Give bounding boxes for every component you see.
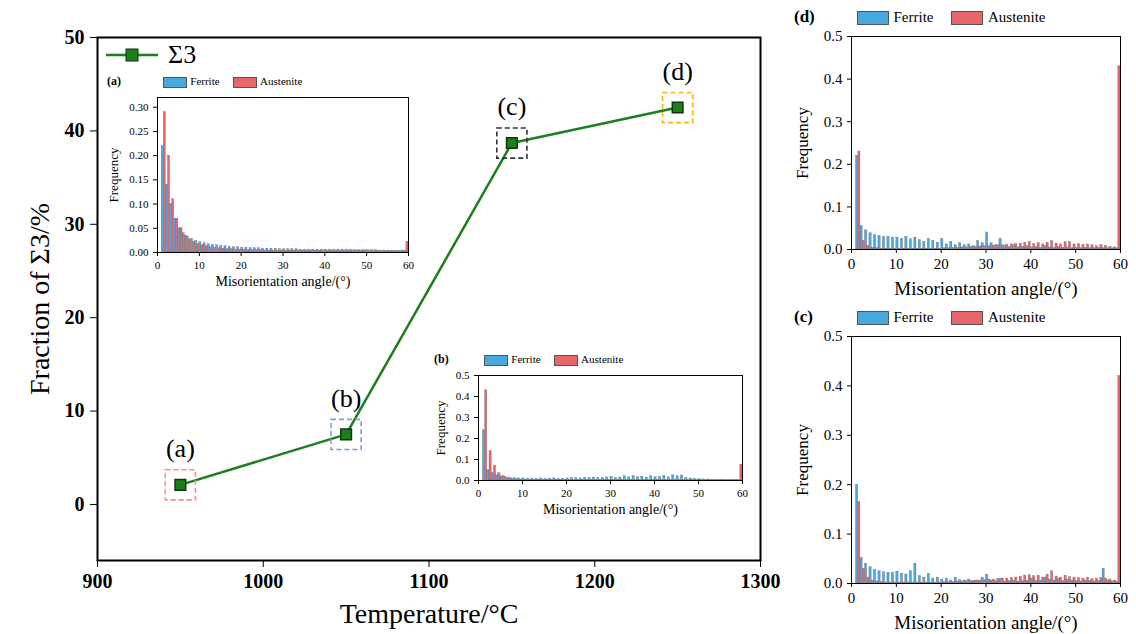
svg-text:20: 20 [561,487,573,499]
html-text:Ferrite: Ferrite [893,308,934,325]
svg-text:0.25: 0.25 [129,125,149,137]
svg-text:40: 40 [65,119,85,141]
svg-text:900: 900 [83,570,113,592]
svg-text:(b): (b) [331,384,361,413]
svg-text:Fraction of Σ3/%: Fraction of Σ3/% [24,203,55,395]
svg-text:1200: 1200 [575,570,615,592]
html-text:(d): (d) [794,7,815,26]
svg-text:30: 30 [278,259,290,271]
svg-text:Misorientation angle/(°): Misorientation angle/(°) [894,612,1077,634]
svg-text:0.1: 0.1 [824,199,843,215]
svg-text:(d): (d) [662,57,692,86]
svg-text:60: 60 [737,487,749,499]
svg-text:0.2: 0.2 [824,477,843,493]
svg-text:Frequency: Frequency [793,424,812,496]
html-text:(b): (b) [434,352,449,366]
svg-text:10: 10 [889,256,904,272]
svg-text:0.0: 0.0 [824,241,843,257]
svg-text:30: 30 [65,213,85,235]
svg-text:0.4: 0.4 [824,71,843,87]
svg-text:0.4: 0.4 [456,390,470,402]
html-text:Austenite: Austenite [260,74,303,87]
svg-text:Frequency: Frequency [106,147,121,202]
html-text:Ferrite: Ferrite [190,74,220,87]
svg-text:50: 50 [1068,590,1083,606]
svg-text:0: 0 [155,259,161,271]
svg-text:0.00: 0.00 [129,246,149,258]
svg-text:20: 20 [934,256,949,272]
svg-text:50: 50 [65,26,85,48]
svg-text:0.2: 0.2 [824,156,843,172]
svg-text:40: 40 [1023,590,1038,606]
html-text:Austenite: Austenite [988,308,1046,325]
svg-text:0.3: 0.3 [824,427,843,443]
html-text:Ferrite: Ferrite [511,352,541,365]
svg-text:10: 10 [65,399,85,421]
svg-text:0: 0 [848,590,856,606]
svg-text:(a): (a) [166,434,195,463]
svg-text:10: 10 [194,259,206,271]
svg-text:20: 20 [65,306,85,328]
svg-text:0.4: 0.4 [824,378,843,394]
html-text:Austenite: Austenite [988,8,1046,25]
svg-text:0.5: 0.5 [824,328,843,344]
svg-text:30: 30 [605,487,617,499]
svg-text:60: 60 [1113,590,1128,606]
svg-text:1000: 1000 [243,570,283,592]
svg-text:0: 0 [75,493,85,515]
html-text:(a): (a) [107,74,121,88]
svg-text:10: 10 [517,487,529,499]
svg-text:0: 0 [848,256,856,272]
svg-text:0: 0 [476,487,482,499]
svg-text:0.0: 0.0 [824,575,843,591]
svg-text:40: 40 [319,259,331,271]
svg-text:0.30: 0.30 [129,101,149,113]
svg-text:0.1: 0.1 [456,453,470,465]
svg-text:0.20: 0.20 [129,149,149,161]
svg-text:Misorientation angle/(°): Misorientation angle/(°) [215,274,350,290]
svg-text:1100: 1100 [410,570,449,592]
html-text:Austenite: Austenite [581,352,624,365]
svg-text:40: 40 [1023,256,1038,272]
svg-text:0.1: 0.1 [824,526,843,542]
svg-text:0.0: 0.0 [456,474,470,486]
svg-text:0.10: 0.10 [129,198,149,210]
svg-text:0.2: 0.2 [456,432,470,444]
html-text:Σ3: Σ3 [168,40,197,69]
svg-text:Frequency: Frequency [433,400,448,455]
svg-text:0.15: 0.15 [129,173,149,185]
svg-text:50: 50 [361,259,373,271]
svg-text:30: 30 [979,590,994,606]
svg-text:0.3: 0.3 [824,114,843,130]
svg-text:50: 50 [693,487,705,499]
html-text:(c): (c) [794,307,813,326]
svg-text:10: 10 [889,590,904,606]
svg-text:40: 40 [649,487,661,499]
svg-text:60: 60 [1113,256,1128,272]
svg-text:0.5: 0.5 [824,28,843,44]
svg-text:30: 30 [979,256,994,272]
svg-text:60: 60 [403,259,415,271]
svg-text:Temperature/°C: Temperature/°C [340,598,519,629]
svg-text:(c): (c) [497,92,526,121]
svg-text:0.5: 0.5 [456,369,470,381]
svg-text:0.05: 0.05 [129,222,149,234]
svg-text:Misorientation angle/(°): Misorientation angle/(°) [894,278,1077,300]
html-text:Ferrite: Ferrite [893,8,934,25]
svg-text:Misorientation angle/(°): Misorientation angle/(°) [543,502,678,518]
svg-text:50: 50 [1068,256,1083,272]
svg-text:1300: 1300 [741,570,781,592]
svg-text:Frequency: Frequency [793,107,812,179]
svg-text:20: 20 [236,259,248,271]
svg-text:20: 20 [934,590,949,606]
svg-text:0.3: 0.3 [456,411,470,423]
